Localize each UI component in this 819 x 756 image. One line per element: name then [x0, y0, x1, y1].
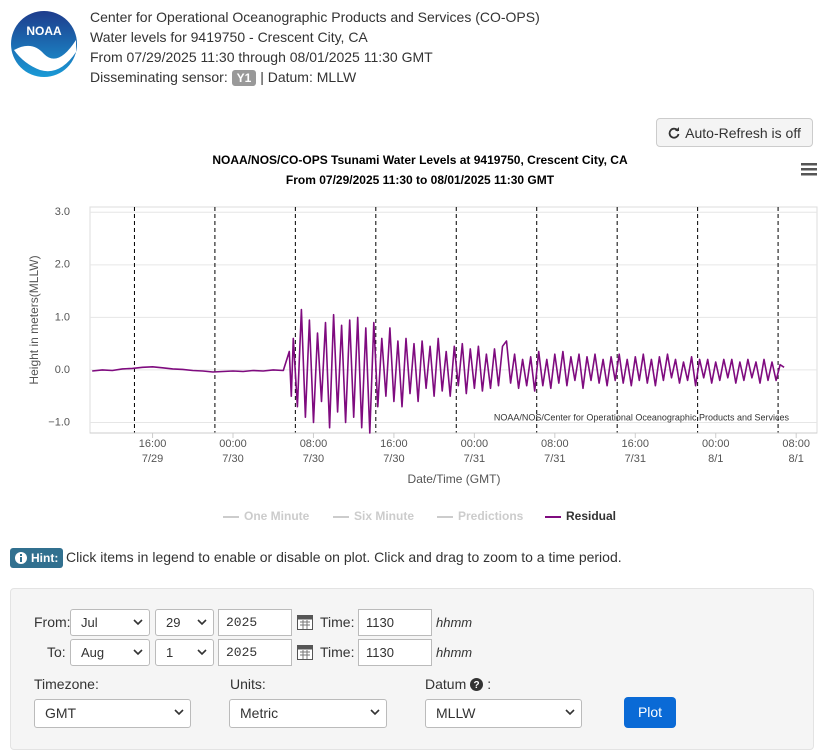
timezone-label: Timezone:	[34, 676, 99, 692]
logo-text: NOAA	[26, 24, 62, 38]
legend-label: Residual	[566, 509, 616, 523]
to-label: To:	[47, 644, 66, 660]
to-time[interactable]: 1130	[358, 639, 432, 666]
hint-label: Hint:	[31, 551, 59, 565]
calendar-icon[interactable]	[297, 645, 313, 660]
x-axis-label: Date/Time (GMT)	[408, 472, 501, 486]
plot-area	[89, 206, 818, 434]
sensor-badge: Y1	[231, 70, 257, 86]
hint-text: Click items in legend to enable or disab…	[66, 549, 622, 565]
x-tick-label: 08:00	[782, 438, 810, 450]
time-hint: hhmm	[436, 615, 473, 630]
x-tick-sublabel: 7/31	[464, 453, 485, 465]
x-tick-sublabel: 7/30	[303, 453, 324, 465]
from-year[interactable]: 2025	[218, 609, 292, 636]
x-tick-sublabel: 7/31	[625, 453, 646, 465]
x-tick-sublabel: 8/1	[789, 453, 804, 465]
plot-button[interactable]: Plot	[624, 697, 676, 728]
info-icon	[15, 552, 27, 564]
x-tick-sublabel: 7/31	[544, 453, 565, 465]
logo-bird	[14, 40, 76, 72]
residual-line	[92, 308, 785, 434]
menu-icon[interactable]	[801, 163, 817, 176]
units-label: Units:	[230, 676, 266, 692]
legend-label: Six Minute	[354, 509, 414, 523]
from-month[interactable]: Jul	[70, 609, 150, 636]
legend-label: One Minute	[244, 509, 310, 523]
from-label: From:	[34, 614, 71, 630]
datum-label-row: Datum?:	[425, 676, 491, 692]
y-tick-label: −1.0	[48, 416, 70, 428]
y-tick-label: 3.0	[55, 206, 70, 218]
legend-item[interactable]: Six Minute	[333, 509, 414, 523]
y-axis-label: Height in meters(MLLW)	[27, 255, 41, 384]
from-month-value: Jul	[81, 615, 98, 630]
to-month-value: Aug	[81, 645, 105, 660]
x-tick-label: 08:00	[300, 438, 328, 450]
time-label: Time:	[320, 614, 355, 630]
query-form: From: Jul 29 2025 Time: 1130 hhmm To: Au…	[10, 588, 814, 750]
legend-item[interactable]: Predictions	[437, 509, 524, 523]
time-label: Time:	[320, 644, 355, 660]
x-tick-label: 08:00	[541, 438, 569, 450]
help-icon[interactable]: ?	[470, 677, 484, 691]
header-line: From 07/29/2025 11:30 through 08/01/2025…	[90, 49, 433, 65]
x-tick-sublabel: 7/29	[142, 453, 163, 465]
header-line: Center for Operational Oceanographic Pro…	[90, 9, 540, 25]
x-tick-label: 00:00	[219, 438, 247, 450]
x-tick-label: 00:00	[702, 438, 730, 450]
auto-refresh-button[interactable]: Auto-Refresh is off	[656, 118, 813, 147]
svg-text:?: ?	[474, 680, 480, 691]
to-day-value: 1	[166, 645, 174, 660]
timezone-value: GMT	[45, 705, 77, 721]
units-value: Metric	[240, 705, 279, 721]
datum-text: | Datum: MLLW	[260, 69, 357, 85]
from-day-value: 29	[166, 615, 181, 630]
to-day[interactable]: 1	[155, 639, 214, 666]
chart: NOAA/NOS/CO-OPS Tsunami Water Levels at …	[27, 153, 818, 523]
timezone-select[interactable]: GMT	[34, 699, 191, 728]
units-select[interactable]: Metric	[229, 699, 387, 728]
to-year[interactable]: 2025	[218, 639, 292, 666]
hint-badge: Hint:	[10, 548, 64, 568]
sensor-line: Disseminating sensor: Y1 | Datum: MLLW	[90, 67, 356, 88]
calendar-icon[interactable]	[297, 615, 313, 630]
from-time[interactable]: 1130	[358, 609, 432, 636]
datum-suffix: :	[487, 676, 492, 692]
x-tick-label: 16:00	[139, 438, 167, 450]
x-tick-sublabel: 7/30	[383, 453, 404, 465]
chart-subtitle: From 07/29/2025 11:30 to 08/01/2025 11:3…	[286, 173, 555, 187]
chart-title: NOAA/NOS/CO-OPS Tsunami Water Levels at …	[212, 153, 628, 167]
datum-select[interactable]: MLLW	[425, 699, 582, 728]
y-tick-label: 0.0	[55, 364, 70, 376]
y-tick-label: 2.0	[55, 259, 70, 271]
to-month[interactable]: Aug	[70, 639, 150, 666]
x-tick-sublabel: 8/1	[708, 453, 723, 465]
credit: NOAA/NOS/Center for Operational Oceanogr…	[494, 412, 790, 422]
header-line: Water levels for 9419750 - Crescent City…	[90, 29, 368, 45]
legend-item[interactable]: Residual	[545, 509, 616, 523]
x-tick-sublabel: 7/30	[222, 453, 243, 465]
from-day[interactable]: 29	[155, 609, 214, 636]
y-tick-label: 1.0	[55, 311, 70, 323]
datum-value: MLLW	[436, 705, 476, 721]
legend-item[interactable]: One Minute	[223, 509, 310, 523]
refresh-icon	[668, 126, 680, 139]
datum-label: Datum	[425, 676, 467, 692]
x-tick-label: 16:00	[622, 438, 650, 450]
sensor-label: Disseminating sensor:	[90, 69, 228, 85]
x-tick-label: 16:00	[380, 438, 408, 450]
x-tick-label: 00:00	[461, 438, 489, 450]
legend-label: Predictions	[458, 509, 524, 523]
time-hint: hhmm	[436, 645, 473, 660]
noaa-logo: NOAA	[11, 11, 77, 77]
auto-refresh-text: Auto-Refresh is off	[685, 124, 801, 141]
